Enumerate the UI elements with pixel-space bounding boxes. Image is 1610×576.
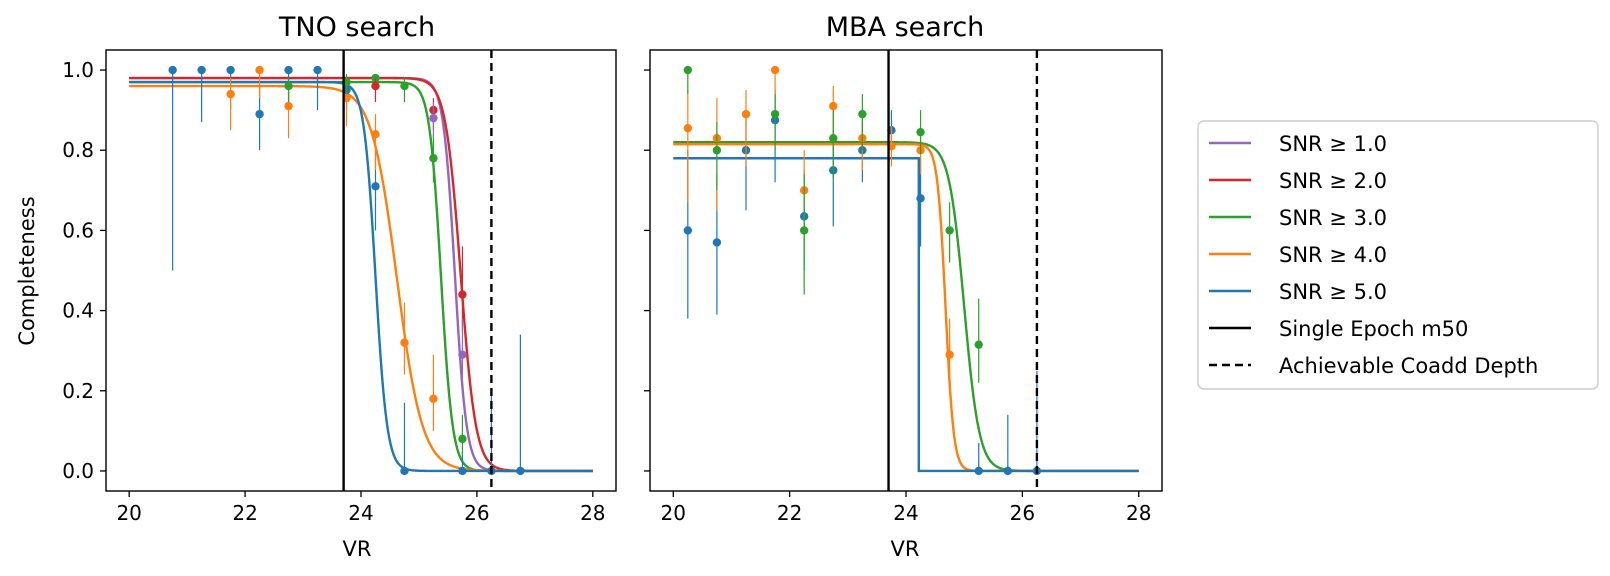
x-axis-label: VR bbox=[343, 537, 372, 561]
x-tick-label: 28 bbox=[580, 501, 605, 525]
data-point-snr5 bbox=[313, 65, 322, 75]
legend-item-snr1: SNR ≥ 1.0 bbox=[1209, 132, 1387, 156]
x-tick-label: 24 bbox=[893, 501, 918, 525]
y-axis-label: Completeness bbox=[15, 196, 39, 345]
data-point-snr1 bbox=[458, 350, 467, 359]
fit-curve-snr5 bbox=[673, 157, 1139, 473]
data-point-snr3 bbox=[799, 226, 809, 235]
legend-item-snr4: SNR ≥ 4.0 bbox=[1209, 243, 1387, 267]
data-point-snr3 bbox=[858, 109, 867, 119]
legend: SNR ≥ 1.0 SNR ≥ 2.0 SNR ≥ 3.0 SNR ≥ 4.0 SNR … bbox=[1197, 120, 1599, 390]
data-layer bbox=[673, 65, 1139, 476]
plot-area: 20 22 24 26 28 0.0 0.2 0.4 0.6 0.8 1.0 bbox=[62, 49, 617, 525]
legend-label: SNR ≥ 4.0 bbox=[1279, 243, 1387, 267]
legend-item-snr5: SNR ≥ 5.0 bbox=[1209, 280, 1387, 304]
fit-curve-snr1 bbox=[129, 76, 593, 473]
x-tick-label: 26 bbox=[1010, 501, 1035, 525]
fit-curve-snr3 bbox=[129, 80, 593, 473]
data-point-snr4 bbox=[770, 65, 780, 75]
data-point-snr4 bbox=[284, 101, 293, 111]
data-point-snr5 bbox=[974, 466, 983, 476]
data-point-snr3 bbox=[458, 434, 467, 444]
data-point-snr5 bbox=[400, 466, 409, 476]
data-point-snr3 bbox=[400, 81, 409, 91]
axes-frame bbox=[649, 49, 1163, 492]
data-point-snr4 bbox=[429, 394, 438, 403]
x-tick-label: 20 bbox=[116, 501, 141, 525]
panel-title: MBA search bbox=[826, 12, 985, 43]
y-tick-label: 0.8 bbox=[62, 138, 94, 162]
y-tick-label: 0.2 bbox=[62, 379, 94, 403]
data-point-snr2 bbox=[458, 290, 467, 299]
fit-curve-snr5 bbox=[129, 80, 593, 473]
data-point-snr3 bbox=[974, 340, 983, 349]
data-point-snr3 bbox=[429, 154, 438, 163]
data-point-snr4 bbox=[226, 89, 235, 99]
legend-label: SNR ≥ 1.0 bbox=[1279, 132, 1387, 156]
data-point-snr3 bbox=[683, 65, 693, 75]
data-point-snr5 bbox=[458, 466, 467, 476]
x-tick-label: 28 bbox=[1126, 501, 1151, 525]
data-point-snr3 bbox=[945, 226, 954, 235]
legend-item-coadd: Achievable Coadd Depth bbox=[1209, 354, 1538, 378]
plot-area: 20 22 24 26 28 bbox=[644, 49, 1163, 525]
x-tick-label: 24 bbox=[348, 501, 373, 525]
legend-entries: SNR ≥ 1.0 SNR ≥ 2.0 SNR ≥ 3.0 SNR ≥ 4.0 SNR … bbox=[1209, 132, 1538, 378]
data-point-snr3 bbox=[916, 127, 925, 137]
y-tick-label: 0.0 bbox=[62, 459, 94, 483]
data-point-snr4 bbox=[741, 109, 751, 119]
data-point-snr4 bbox=[829, 101, 838, 111]
legend-label: SNR ≥ 3.0 bbox=[1279, 206, 1387, 230]
x-tick-label: 22 bbox=[232, 501, 257, 525]
y-tick-label: 1.0 bbox=[62, 58, 94, 82]
data-layer bbox=[129, 65, 593, 476]
data-point-snr4 bbox=[683, 123, 693, 133]
data-point-snr5 bbox=[197, 65, 206, 75]
legend-label: Achievable Coadd Depth bbox=[1279, 354, 1538, 378]
mba-search-panel: MBA search VR 20 22 24 26 28 bbox=[644, 12, 1163, 561]
y-tick-label: 0.4 bbox=[62, 299, 94, 323]
data-point-snr3 bbox=[829, 134, 838, 143]
legend-label: Single Epoch m50 bbox=[1279, 317, 1468, 341]
x-axis-label: VR bbox=[891, 537, 920, 561]
panel-title: TNO search bbox=[278, 12, 435, 43]
data-point-snr5 bbox=[516, 466, 525, 476]
data-point-snr3 bbox=[712, 146, 722, 155]
legend-item-single_epoch: Single Epoch m50 bbox=[1209, 317, 1468, 341]
data-point-snr5 bbox=[226, 65, 235, 75]
legend-item-snr3: SNR ≥ 3.0 bbox=[1209, 206, 1387, 230]
data-point-snr4 bbox=[400, 338, 409, 347]
fit-curve-snr4 bbox=[673, 143, 1139, 473]
data-point-snr5 bbox=[371, 182, 380, 191]
y-tick-label: 0.6 bbox=[62, 218, 94, 242]
data-point-snr4 bbox=[255, 65, 264, 75]
data-point-snr2 bbox=[371, 81, 380, 91]
legend-frame bbox=[1197, 120, 1599, 390]
legend-label: SNR ≥ 5.0 bbox=[1279, 280, 1387, 304]
data-point-snr5 bbox=[712, 238, 722, 247]
data-point-snr4 bbox=[945, 350, 954, 359]
data-point-snr5 bbox=[284, 65, 293, 75]
data-point-snr3 bbox=[770, 109, 780, 119]
x-tick-label: 20 bbox=[661, 501, 686, 525]
data-point-snr3 bbox=[284, 81, 293, 91]
data-point-snr5 bbox=[255, 109, 264, 119]
fit-curve-snr3 bbox=[673, 141, 1139, 473]
x-tick-label: 26 bbox=[464, 501, 489, 525]
data-point-snr5 bbox=[916, 194, 925, 203]
x-tick-label: 22 bbox=[777, 501, 802, 525]
fit-curve-snr2 bbox=[129, 76, 593, 473]
data-point-snr5 bbox=[683, 226, 693, 235]
data-point-snr1 bbox=[429, 113, 438, 123]
data-point-snr4 bbox=[371, 129, 380, 139]
data-point-snr5 bbox=[168, 65, 177, 75]
data-point-snr5 bbox=[1003, 466, 1013, 476]
fit-curve-snr4 bbox=[129, 84, 593, 473]
legend-item-snr2: SNR ≥ 2.0 bbox=[1209, 169, 1387, 193]
legend-label: SNR ≥ 2.0 bbox=[1279, 169, 1387, 193]
tno-search-panel: TNO search VR Completeness 20 22 24 26 28 0.0… bbox=[15, 12, 617, 561]
